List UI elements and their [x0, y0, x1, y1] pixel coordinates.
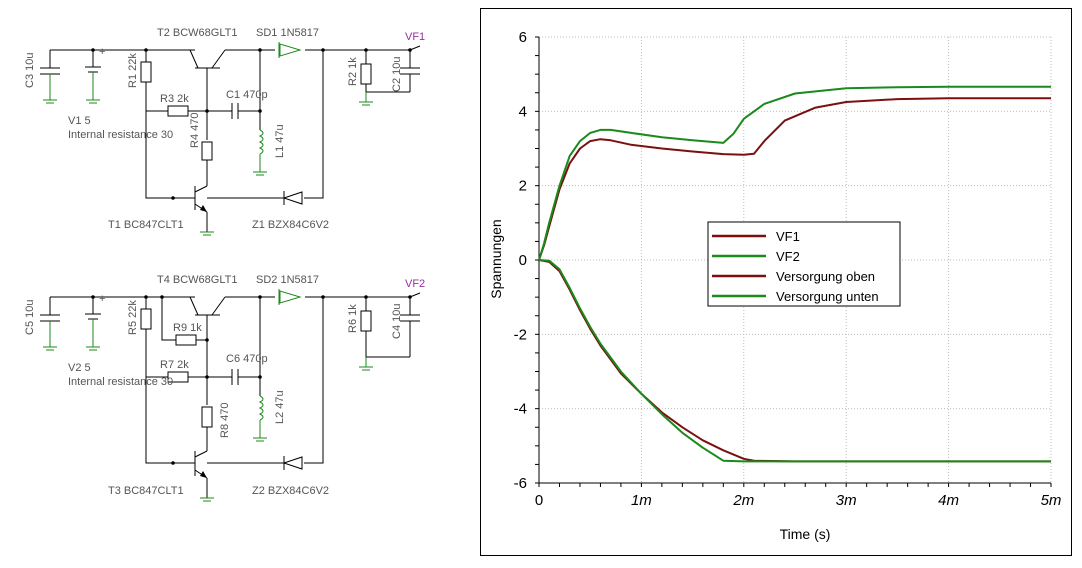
sd2-label: SD2 1N5817	[256, 274, 319, 286]
x-tick-label: 4m	[938, 492, 959, 509]
x-tick-label: 2m	[732, 492, 754, 509]
y-tick-label: 6	[519, 29, 527, 46]
r8-label: R8 470	[219, 403, 231, 438]
c4-label: C4 10u	[391, 304, 403, 339]
legend-entry-label: Versorgung oben	[776, 269, 875, 284]
y-axis-label: Spannungen	[488, 219, 504, 298]
y-tick-label: -2	[514, 326, 527, 343]
c2-label: C2 10u	[391, 57, 403, 92]
l2-label: L2 47u	[274, 390, 286, 424]
series-line-versorgung-unten	[538, 259, 1051, 463]
c3-label: C3 10u	[24, 53, 36, 88]
x-tick-label: 5m	[1041, 492, 1062, 509]
t3-label: T3 BC847CLT1	[108, 485, 184, 497]
t1-label: T1 BC847CLT1	[108, 219, 184, 231]
c6-label: C6 470p	[226, 353, 268, 365]
v1-note: Internal resistance 30	[68, 129, 173, 141]
chart-series	[538, 85, 1051, 463]
vf2-probe-label: VF2	[405, 278, 425, 290]
simulation-plot-panel: 0 1m 2m 3m 4m 5m -6 -4 -2 0 2 4 6 Time (s) Spannunge…	[480, 8, 1072, 556]
y-tick-label: 4	[519, 103, 527, 120]
r1-label: R1 22k	[127, 53, 139, 88]
r3-label: R3 2k	[160, 93, 189, 105]
circuit-2: +	[24, 274, 425, 502]
r6-label: R6 1k	[347, 304, 359, 333]
x-tick-label: 0	[535, 492, 543, 509]
chart-legend: VF1 VF2 Versorgung oben Versorgung unten	[707, 221, 901, 307]
r4-label: R4 470	[189, 113, 201, 148]
x-axis-label: Time (s)	[780, 526, 831, 542]
series-line-vf1	[538, 97, 1051, 261]
legend-entry-label: VF2	[776, 249, 800, 264]
y-tick-label: 2	[519, 178, 527, 195]
voltage-time-chart: 0 1m 2m 3m 4m 5m -6 -4 -2 0 2 4 6 Time (s) Spannunge…	[488, 29, 1062, 542]
l1-label: L1 47u	[274, 124, 286, 158]
t2-label: T2 BCW68GLT1	[157, 27, 238, 39]
r5-label: R5 22k	[127, 300, 139, 335]
z1-label: Z1 BZX84C6V2	[252, 219, 329, 231]
v2-label: V2 5	[68, 362, 91, 374]
x-tick-label: 1m	[631, 492, 652, 509]
x-tick-label: 3m	[836, 492, 857, 509]
sd1-label: SD1 1N5817	[256, 27, 319, 39]
r9-label: R9 1k	[173, 322, 202, 334]
series-line-vf2	[538, 85, 1051, 261]
y-tick-label: 0	[519, 252, 527, 269]
vf1-probe-label: VF1	[405, 31, 425, 43]
v1-label: V1 5	[68, 115, 91, 127]
r2-label: R2 1k	[347, 57, 359, 86]
legend-entry-label: Versorgung unten	[776, 289, 879, 304]
z2-label: Z2 BZX84C6V2	[252, 485, 329, 497]
c5-label: C5 10u	[24, 300, 36, 335]
c1-label: C1 470p	[226, 89, 268, 101]
legend-entry-label: VF1	[776, 229, 800, 244]
y-tick-label: -6	[514, 475, 527, 492]
chart-ticks: 0 1m 2m 3m 4m 5m -6 -4 -2 0 2 4 6	[514, 29, 1062, 509]
svg-text:+: +	[99, 293, 105, 305]
circuit-1: +	[24, 27, 425, 236]
r7-label: R7 2k	[160, 359, 189, 371]
t4-label: T4 BCW68GLT1	[157, 274, 238, 286]
circuit-schematic: +	[24, 27, 425, 502]
y-tick-label: -4	[514, 401, 527, 418]
v2-note: Internal resistance 30	[68, 376, 173, 388]
svg-text:+: +	[99, 46, 105, 58]
